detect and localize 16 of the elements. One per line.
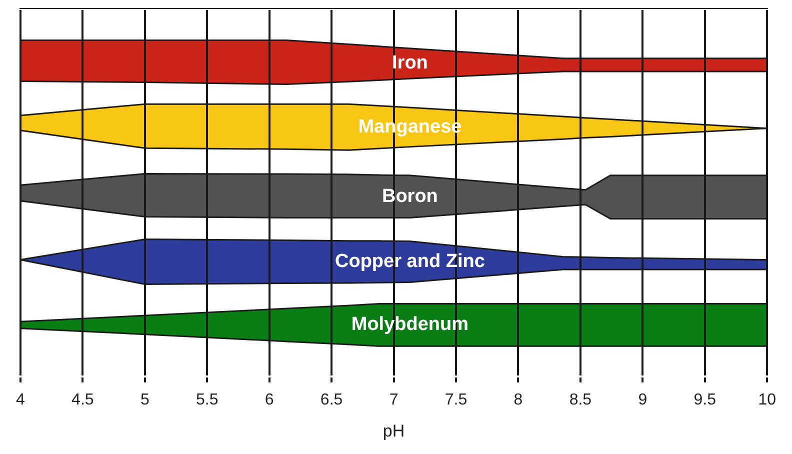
x-tick-label: 5 (140, 391, 150, 408)
x-tick-label: 4.5 (72, 391, 94, 408)
x-tick-label: 4 (16, 391, 25, 408)
x-tick-label: 7 (389, 391, 398, 408)
x-tick-label: 7.5 (444, 391, 468, 408)
x-tick-label: 8.5 (569, 391, 592, 408)
x-tick-label: 9.5 (694, 391, 716, 408)
x-tick-label: 6 (264, 391, 274, 408)
x-tick-label: 6.5 (320, 391, 343, 408)
x-tick-label: 10 (758, 391, 776, 408)
series-label: Molybdenum (351, 314, 469, 336)
x-tick-label: 8 (514, 391, 523, 408)
series-label: Boron (382, 186, 438, 207)
x-tick-label: 5.5 (196, 391, 218, 408)
x-tick-label: 9 (638, 391, 648, 408)
x-axis-title: pH (382, 421, 405, 440)
